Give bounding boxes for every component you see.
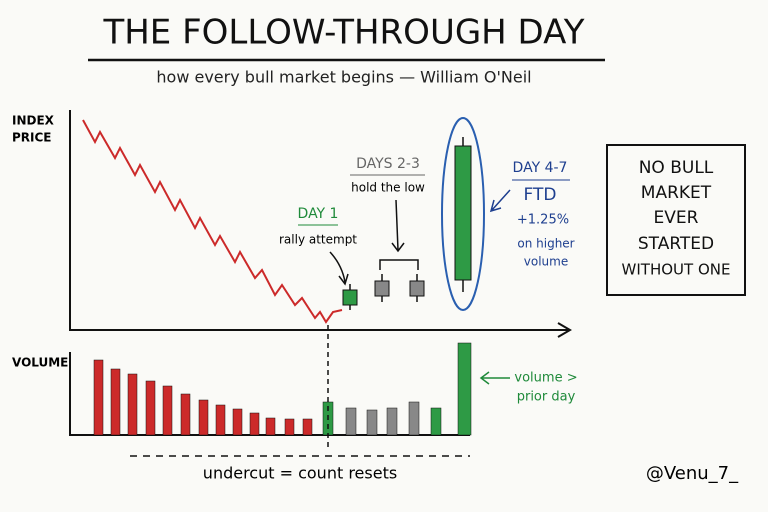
volume-bar [232, 408, 243, 436]
arrow [479, 371, 510, 385]
undercut-note: undercut = count resets [203, 464, 397, 483]
callout-box [606, 144, 746, 296]
price-line [82, 119, 343, 324]
volume-bar [162, 385, 173, 436]
volume-bar [265, 417, 276, 436]
candle [374, 280, 390, 297]
candle [454, 145, 472, 281]
volume-bar [110, 368, 121, 436]
volume-bar [198, 399, 209, 436]
credit: @Venu_7_ [646, 463, 739, 484]
candle [342, 289, 358, 306]
volume-bar [386, 407, 398, 436]
volume-bar [249, 412, 260, 436]
note: hold the low [351, 181, 425, 195]
volume-bar [93, 359, 104, 436]
volume-bar [145, 380, 156, 436]
axis-label: VOLUME [12, 356, 68, 370]
highlight-ellipse [441, 117, 485, 311]
axis-label: PRICE [12, 131, 52, 145]
volume-axes [69, 352, 470, 436]
arrow [489, 189, 511, 213]
callout-line: EVER [654, 208, 699, 228]
subtitle: how every bull market begins — William O… [156, 68, 531, 87]
note: volume > [514, 371, 577, 386]
volume-bar [366, 409, 378, 436]
note: volume [524, 255, 568, 269]
axis-label: INDEX [12, 114, 55, 128]
volume-bar [284, 418, 295, 436]
day-label: DAY 1 [298, 206, 339, 222]
callout-line: MARKET [641, 183, 712, 203]
volume-bar [457, 342, 472, 436]
note: prior day [517, 390, 576, 405]
callout-line: NO BULL [639, 158, 714, 178]
gain: +1.25% [517, 213, 569, 228]
axis-arrow [557, 322, 572, 338]
volume-bar [408, 401, 420, 436]
price-axes [69, 110, 572, 338]
volume-bar [345, 407, 357, 436]
volume-bar [180, 393, 191, 436]
note: rally attempt [279, 233, 357, 247]
day-label: DAY 4-7 [513, 160, 568, 176]
ftd: FTD [524, 185, 557, 205]
candle [409, 280, 425, 297]
arrow [329, 251, 349, 286]
callout-line: STARTED [638, 234, 714, 254]
volume-bar [127, 373, 138, 436]
bracket-arrow [379, 199, 419, 270]
axis-line [69, 110, 568, 331]
day-label: DAYS 2-3 [356, 156, 420, 172]
title: THE FOLLOW-THROUGH DAY [102, 13, 584, 53]
note: on higher [517, 237, 574, 251]
volume-bar [215, 404, 226, 436]
callout-line: WITHOUT ONE [622, 261, 731, 279]
volume-bar [302, 418, 313, 436]
volume-bar [430, 407, 442, 436]
